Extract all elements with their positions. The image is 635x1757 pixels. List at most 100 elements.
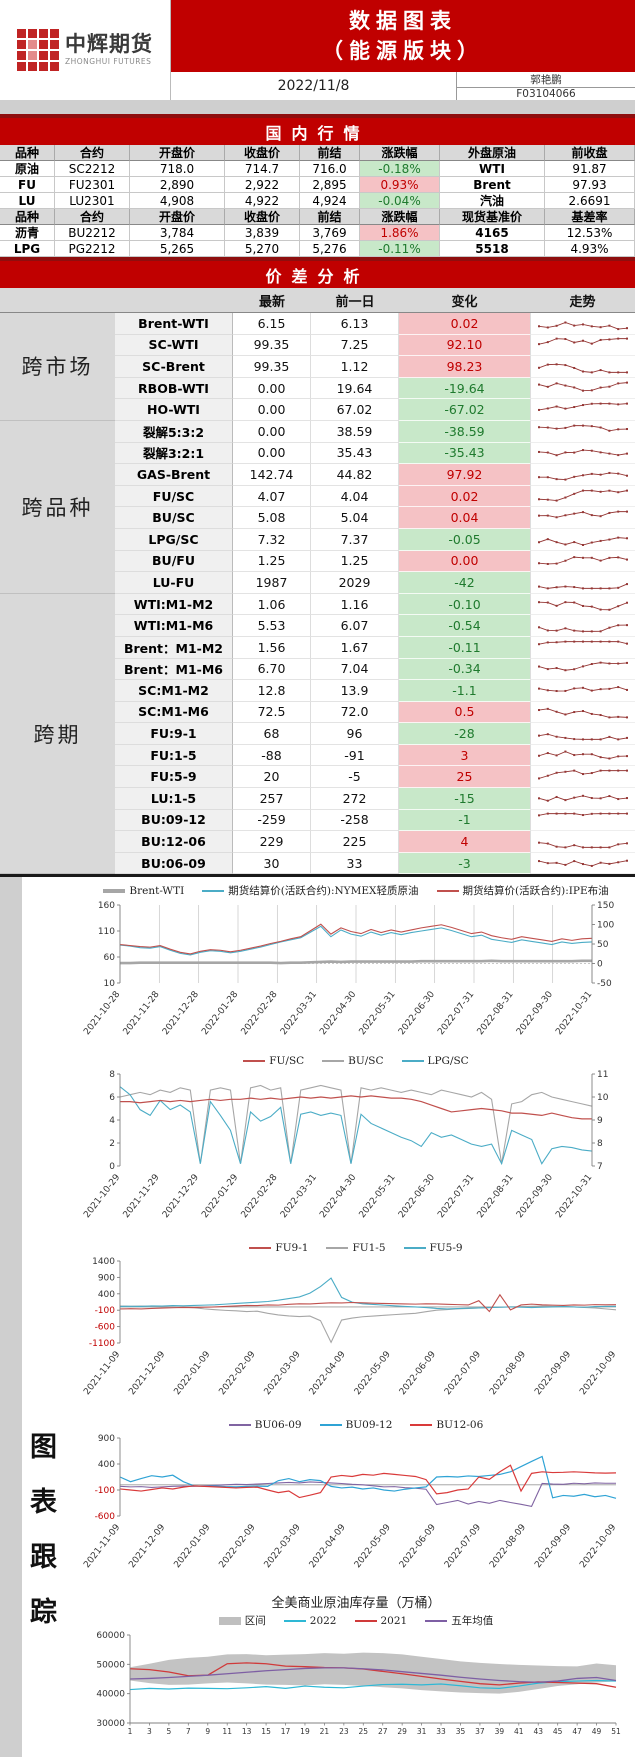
change-value: 25 bbox=[399, 766, 530, 789]
spread-name: WTI:M1-M2 bbox=[115, 593, 233, 616]
svg-text:400: 400 bbox=[98, 1290, 115, 1300]
latest-value: 6.70 bbox=[233, 658, 311, 681]
cell: WTI bbox=[440, 161, 545, 177]
header-info: 2022/11/8 郭艳鹏 F03104066 bbox=[171, 72, 635, 100]
column-header: 收盘价 bbox=[225, 209, 300, 225]
prev-value: 72.0 bbox=[311, 701, 399, 724]
svg-text:25: 25 bbox=[359, 1727, 369, 1736]
spread-name: RBOB-WTI bbox=[115, 377, 233, 400]
spread-row: SC-WTI 99.35 7.25 92.10 bbox=[115, 334, 635, 357]
section-divider bbox=[0, 874, 635, 878]
prev-value: 1.67 bbox=[311, 636, 399, 659]
svg-text:10: 10 bbox=[104, 979, 116, 989]
logo-square bbox=[39, 29, 48, 38]
trend-sparkline bbox=[530, 572, 635, 594]
svg-text:49: 49 bbox=[592, 1727, 602, 1736]
legend-swatch bbox=[283, 1619, 306, 1622]
chart-2: FU/SC BU/SC LPG/SC 8 6 4 2 0 11 10 9 8 7 2021-10-29 20… bbox=[80, 1055, 632, 1232]
column-header: 品种 bbox=[0, 209, 55, 225]
svg-text:37: 37 bbox=[475, 1727, 485, 1736]
column-header: 外盘原油 bbox=[440, 145, 545, 161]
chart-4: BU06-09 BU09-12 BU12-06 900 400 -100 -600 2021-… bbox=[80, 1419, 632, 1582]
trend-sparkline bbox=[530, 377, 635, 400]
svg-text:2022-10-31: 2022-10-31 bbox=[554, 1173, 594, 1220]
report-title: 数据图表 （能源版块） bbox=[171, 0, 635, 72]
column-header: 品种 bbox=[0, 145, 55, 161]
svg-text:400: 400 bbox=[98, 1460, 115, 1470]
legend-item: 五年均值 bbox=[425, 1613, 493, 1628]
series-FU5-9 bbox=[119, 1277, 617, 1310]
svg-text:10: 10 bbox=[597, 1093, 609, 1103]
svg-text:2022-09-30: 2022-09-30 bbox=[515, 990, 555, 1038]
svg-text:0: 0 bbox=[597, 960, 603, 970]
column-header: 前收盘 bbox=[545, 145, 635, 161]
cell: 12.53% bbox=[545, 225, 635, 241]
change-value: -67.02 bbox=[399, 399, 530, 421]
legend-item: BU06-09 bbox=[228, 1419, 302, 1431]
change-value: 97.92 bbox=[399, 464, 530, 486]
svg-text:2021-11-29: 2021-11-29 bbox=[122, 1173, 162, 1221]
group-label: 跨品种 bbox=[0, 420, 115, 594]
legend-swatch bbox=[322, 1060, 345, 1063]
change-value: 0.00 bbox=[399, 550, 530, 573]
legend-label: 期货结算价(活跃合约):NYMEX轻质原油 bbox=[228, 885, 419, 898]
legend-swatch bbox=[401, 1060, 424, 1063]
prev-value: 5.04 bbox=[311, 507, 399, 529]
spread-name: GAS-Brent bbox=[115, 464, 233, 486]
group-label: 跨期 bbox=[0, 593, 115, 875]
svg-text:2022-10-09: 2022-10-09 bbox=[578, 1350, 618, 1398]
series-NYMEX轻质原油 bbox=[119, 926, 593, 956]
chart-3: FU9-1 FU1-5 FU5-9 1400 900 400 -100 -600 -1100 20… bbox=[80, 1242, 632, 1409]
svg-text:110: 110 bbox=[98, 927, 115, 937]
svg-text:2022-04-09: 2022-04-09 bbox=[308, 1523, 348, 1571]
logo-square bbox=[50, 40, 59, 49]
svg-text:47: 47 bbox=[572, 1727, 582, 1736]
svg-text:17: 17 bbox=[281, 1727, 291, 1736]
cell: 91.87 bbox=[545, 161, 635, 177]
logo-square bbox=[28, 62, 37, 71]
svg-text:60000: 60000 bbox=[96, 1631, 125, 1641]
svg-text:1: 1 bbox=[128, 1727, 133, 1736]
svg-text:15: 15 bbox=[261, 1727, 271, 1736]
change-value: 92.10 bbox=[399, 334, 530, 357]
latest-value: 0.00 bbox=[233, 420, 311, 443]
legend-label: LPG/SC bbox=[427, 1055, 469, 1068]
prev-value: 38.59 bbox=[311, 420, 399, 443]
spread-name: Brent：M1-M6 bbox=[115, 658, 233, 681]
section-banner-domestic: 国内行情 bbox=[0, 114, 635, 145]
series-IPE布油 bbox=[119, 923, 593, 955]
cell: 714.7 bbox=[225, 161, 300, 177]
spread-row: BU/FU 1.25 1.25 0.00 bbox=[115, 550, 635, 573]
cell: 5518 bbox=[440, 241, 545, 257]
prev-value: 33 bbox=[311, 852, 399, 875]
trend-sparkline bbox=[530, 334, 635, 357]
change-value: 0.04 bbox=[399, 507, 530, 529]
latest-value: 257 bbox=[233, 788, 311, 810]
legend-item: 2021 bbox=[354, 1613, 407, 1628]
svg-text:2022-10-09: 2022-10-09 bbox=[578, 1523, 618, 1571]
change-value: -0.11 bbox=[399, 636, 530, 659]
cell: 汽油 bbox=[440, 193, 545, 209]
series-Brent-WTI bbox=[120, 959, 592, 965]
chart-5: 全美商业原油库存量（万桶） 区间 2022 2021 五年均值 60000 50000 400… bbox=[80, 1592, 632, 1743]
svg-text:0: 0 bbox=[109, 1162, 115, 1172]
column-header bbox=[0, 288, 115, 312]
spread-group: 跨期 WTI:M1-M2 1.06 1.16 -0.10 WTI:M1-M6 5.53 6.0… bbox=[0, 593, 635, 875]
latest-value: 4.07 bbox=[233, 485, 311, 508]
spread-name: BU:09-12 bbox=[115, 809, 233, 832]
legend-item: Brent-WTI bbox=[103, 883, 184, 898]
series-BU/SC bbox=[119, 1085, 593, 1165]
spread-row: FU/SC 4.07 4.04 0.02 bbox=[115, 485, 635, 508]
svg-text:7: 7 bbox=[597, 1162, 603, 1172]
legend-label: FU5-9 bbox=[429, 1242, 463, 1255]
legend-item: FU/SC bbox=[243, 1055, 304, 1067]
prev-value: 7.04 bbox=[311, 658, 399, 681]
change-cell: 1.86% bbox=[360, 225, 440, 241]
svg-text:41: 41 bbox=[514, 1727, 524, 1736]
legend-label: 期货结算价(活跃合约):IPE布油 bbox=[462, 885, 609, 898]
change-value: -0.54 bbox=[399, 615, 530, 637]
latest-value: 68 bbox=[233, 723, 311, 745]
latest-value: 99.35 bbox=[233, 334, 311, 357]
svg-text:2022-03-31: 2022-03-31 bbox=[279, 1173, 319, 1220]
